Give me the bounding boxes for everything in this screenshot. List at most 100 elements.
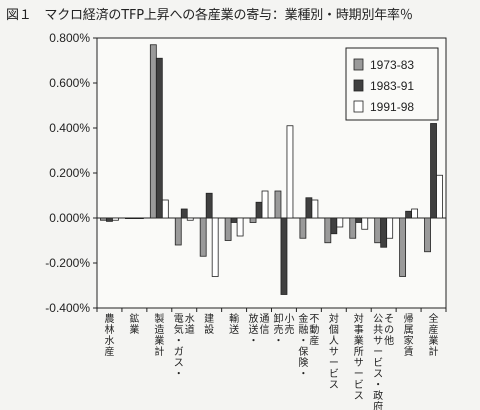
x-tick-label-char: 個 xyxy=(329,323,339,336)
x-tick-label-char: サ xyxy=(373,335,383,347)
x-tick-label-char: 動 xyxy=(309,323,319,336)
bar-1983-91-9 xyxy=(305,197,313,219)
bar-1983-91-7 xyxy=(255,201,263,219)
y-tick-label: 0.800% xyxy=(49,31,90,45)
x-tick-label-char: 対 xyxy=(329,312,339,325)
x-tick-label-char: ビ xyxy=(354,379,364,391)
y-tick-label: -0.400% xyxy=(45,301,90,315)
x-tick-label-char: 鉱 xyxy=(129,312,139,325)
x-tick-label: 鉱業 xyxy=(129,312,139,336)
legend-swatch xyxy=(353,79,364,92)
x-tick-label-char: 売 xyxy=(284,323,294,336)
x-tick-label-char: ・ xyxy=(174,336,184,347)
x-tick-label-char: 建 xyxy=(204,312,214,325)
x-tick-label-char: ・ xyxy=(249,336,259,347)
x-tick-label-char: ・ xyxy=(273,336,283,347)
bar-1983-91-2 xyxy=(130,217,138,220)
x-tick-label-char: 産 xyxy=(104,345,114,358)
x-tick-label-char: 輸 xyxy=(229,312,239,325)
x-tick-label-char: サ xyxy=(354,357,364,369)
x-tick-label-char: 業 xyxy=(429,334,439,347)
x-tick-label-char: 計 xyxy=(154,345,164,358)
x-tick-label-char: 送 xyxy=(249,323,259,336)
x-tick-label-char: 業 xyxy=(354,334,364,347)
bar-1991-98-7 xyxy=(261,190,269,219)
bar-1973-83-3 xyxy=(149,44,157,219)
y-tick-label: -0.200% xyxy=(45,256,90,270)
x-tick-label-char: 水 xyxy=(104,335,114,347)
x-tick-label-char: 人 xyxy=(329,335,339,347)
x-tick-label-char: 売 xyxy=(273,323,283,336)
x-tick-label-char: 送 xyxy=(229,323,239,336)
x-tick-label-char: 産 xyxy=(309,334,319,347)
bar-1973-83-1 xyxy=(100,217,107,221)
bar-1983-91-8 xyxy=(280,217,288,295)
bar-1991-98-6 xyxy=(236,217,244,237)
bar-1973-83-12 xyxy=(374,217,382,244)
bar-1973-83-2 xyxy=(124,217,132,220)
bar-1973-83-10 xyxy=(324,217,332,244)
x-tick-label-char: 道 xyxy=(185,323,195,336)
x-tick-label-char: ー xyxy=(373,347,383,358)
legend-label: 1983-91 xyxy=(370,79,414,93)
bar-1973-83-14 xyxy=(424,217,431,253)
bar-1991-98-8 xyxy=(286,125,294,219)
x-tick-label-char: の xyxy=(384,325,394,336)
y-tick-label: 0.200% xyxy=(49,166,90,180)
x-tick-label-char: 通 xyxy=(260,313,270,325)
bar-1973-83-8 xyxy=(274,190,282,219)
bar-1973-83-7 xyxy=(249,217,257,223)
bar-1983-91-12 xyxy=(380,217,388,248)
x-tick-label-char: 家 xyxy=(404,334,414,347)
bar-1973-83-11 xyxy=(349,217,357,239)
x-tick-label-char: 保 xyxy=(298,345,308,358)
x-tick-label-char: 属 xyxy=(404,324,414,336)
x-tick-label-char: ガ xyxy=(174,346,184,358)
x-tick-label-char: 造 xyxy=(154,323,164,336)
bar-1983-91-1 xyxy=(106,217,113,222)
x-tick-label-char: 融 xyxy=(298,324,308,336)
x-tick-label-char: 公 xyxy=(373,314,383,325)
x-tick-label-char: ス xyxy=(329,380,339,391)
figure-title: 図１ マクロ経済のTFP上昇への各産業の寄与：業種別・時期別年率％ xyxy=(6,8,413,23)
x-tick-label-char: 業 xyxy=(154,334,164,347)
x-tick-label-char: そ xyxy=(384,313,394,325)
x-tick-label-char: 対 xyxy=(354,312,364,325)
bar-1991-98-1 xyxy=(112,217,119,221)
bar-1991-98-14 xyxy=(436,174,443,219)
x-tick-label: 放送・通信 xyxy=(249,312,270,347)
bar-1973-83-4 xyxy=(174,217,182,246)
x-tick-label-char: ・ xyxy=(373,380,383,391)
x-tick-label-char: ー xyxy=(329,358,339,369)
x-tick-label-char: 林 xyxy=(104,323,114,336)
x-tick-label-char: 険 xyxy=(298,357,308,369)
x-tick-label: 輸送 xyxy=(229,312,239,336)
bar-1983-91-13 xyxy=(405,210,413,219)
bar-1983-91-5 xyxy=(205,192,213,219)
x-tick-label-char: ー xyxy=(354,369,364,380)
bar-1991-98-2 xyxy=(136,217,144,220)
x-tick-label-char: 共 xyxy=(373,324,383,336)
bar-1983-91-14 xyxy=(430,123,437,219)
bar-1973-83-5 xyxy=(199,217,207,257)
x-tick-label-char: 小 xyxy=(284,313,294,325)
bar-1991-98-12 xyxy=(386,217,394,239)
bar-1983-91-6 xyxy=(230,217,238,223)
bar-1991-98-10 xyxy=(336,217,344,228)
bar-1973-83-6 xyxy=(224,217,232,241)
x-tick-label-char: 農 xyxy=(104,312,114,325)
y-tick-label: 0.600% xyxy=(49,76,90,90)
x-tick-label: 卸売・小売 xyxy=(273,312,294,347)
bar-1991-98-9 xyxy=(311,199,319,219)
x-tick-label-char: 所 xyxy=(354,346,364,358)
x-tick-label: 金融・保険・不動産 xyxy=(298,312,319,380)
x-tick-label-char: ス xyxy=(373,369,383,380)
bar-1983-91-3 xyxy=(155,57,163,219)
x-tick-label-char: 卸 xyxy=(273,312,283,325)
x-tick-label-char: 他 xyxy=(384,334,394,347)
